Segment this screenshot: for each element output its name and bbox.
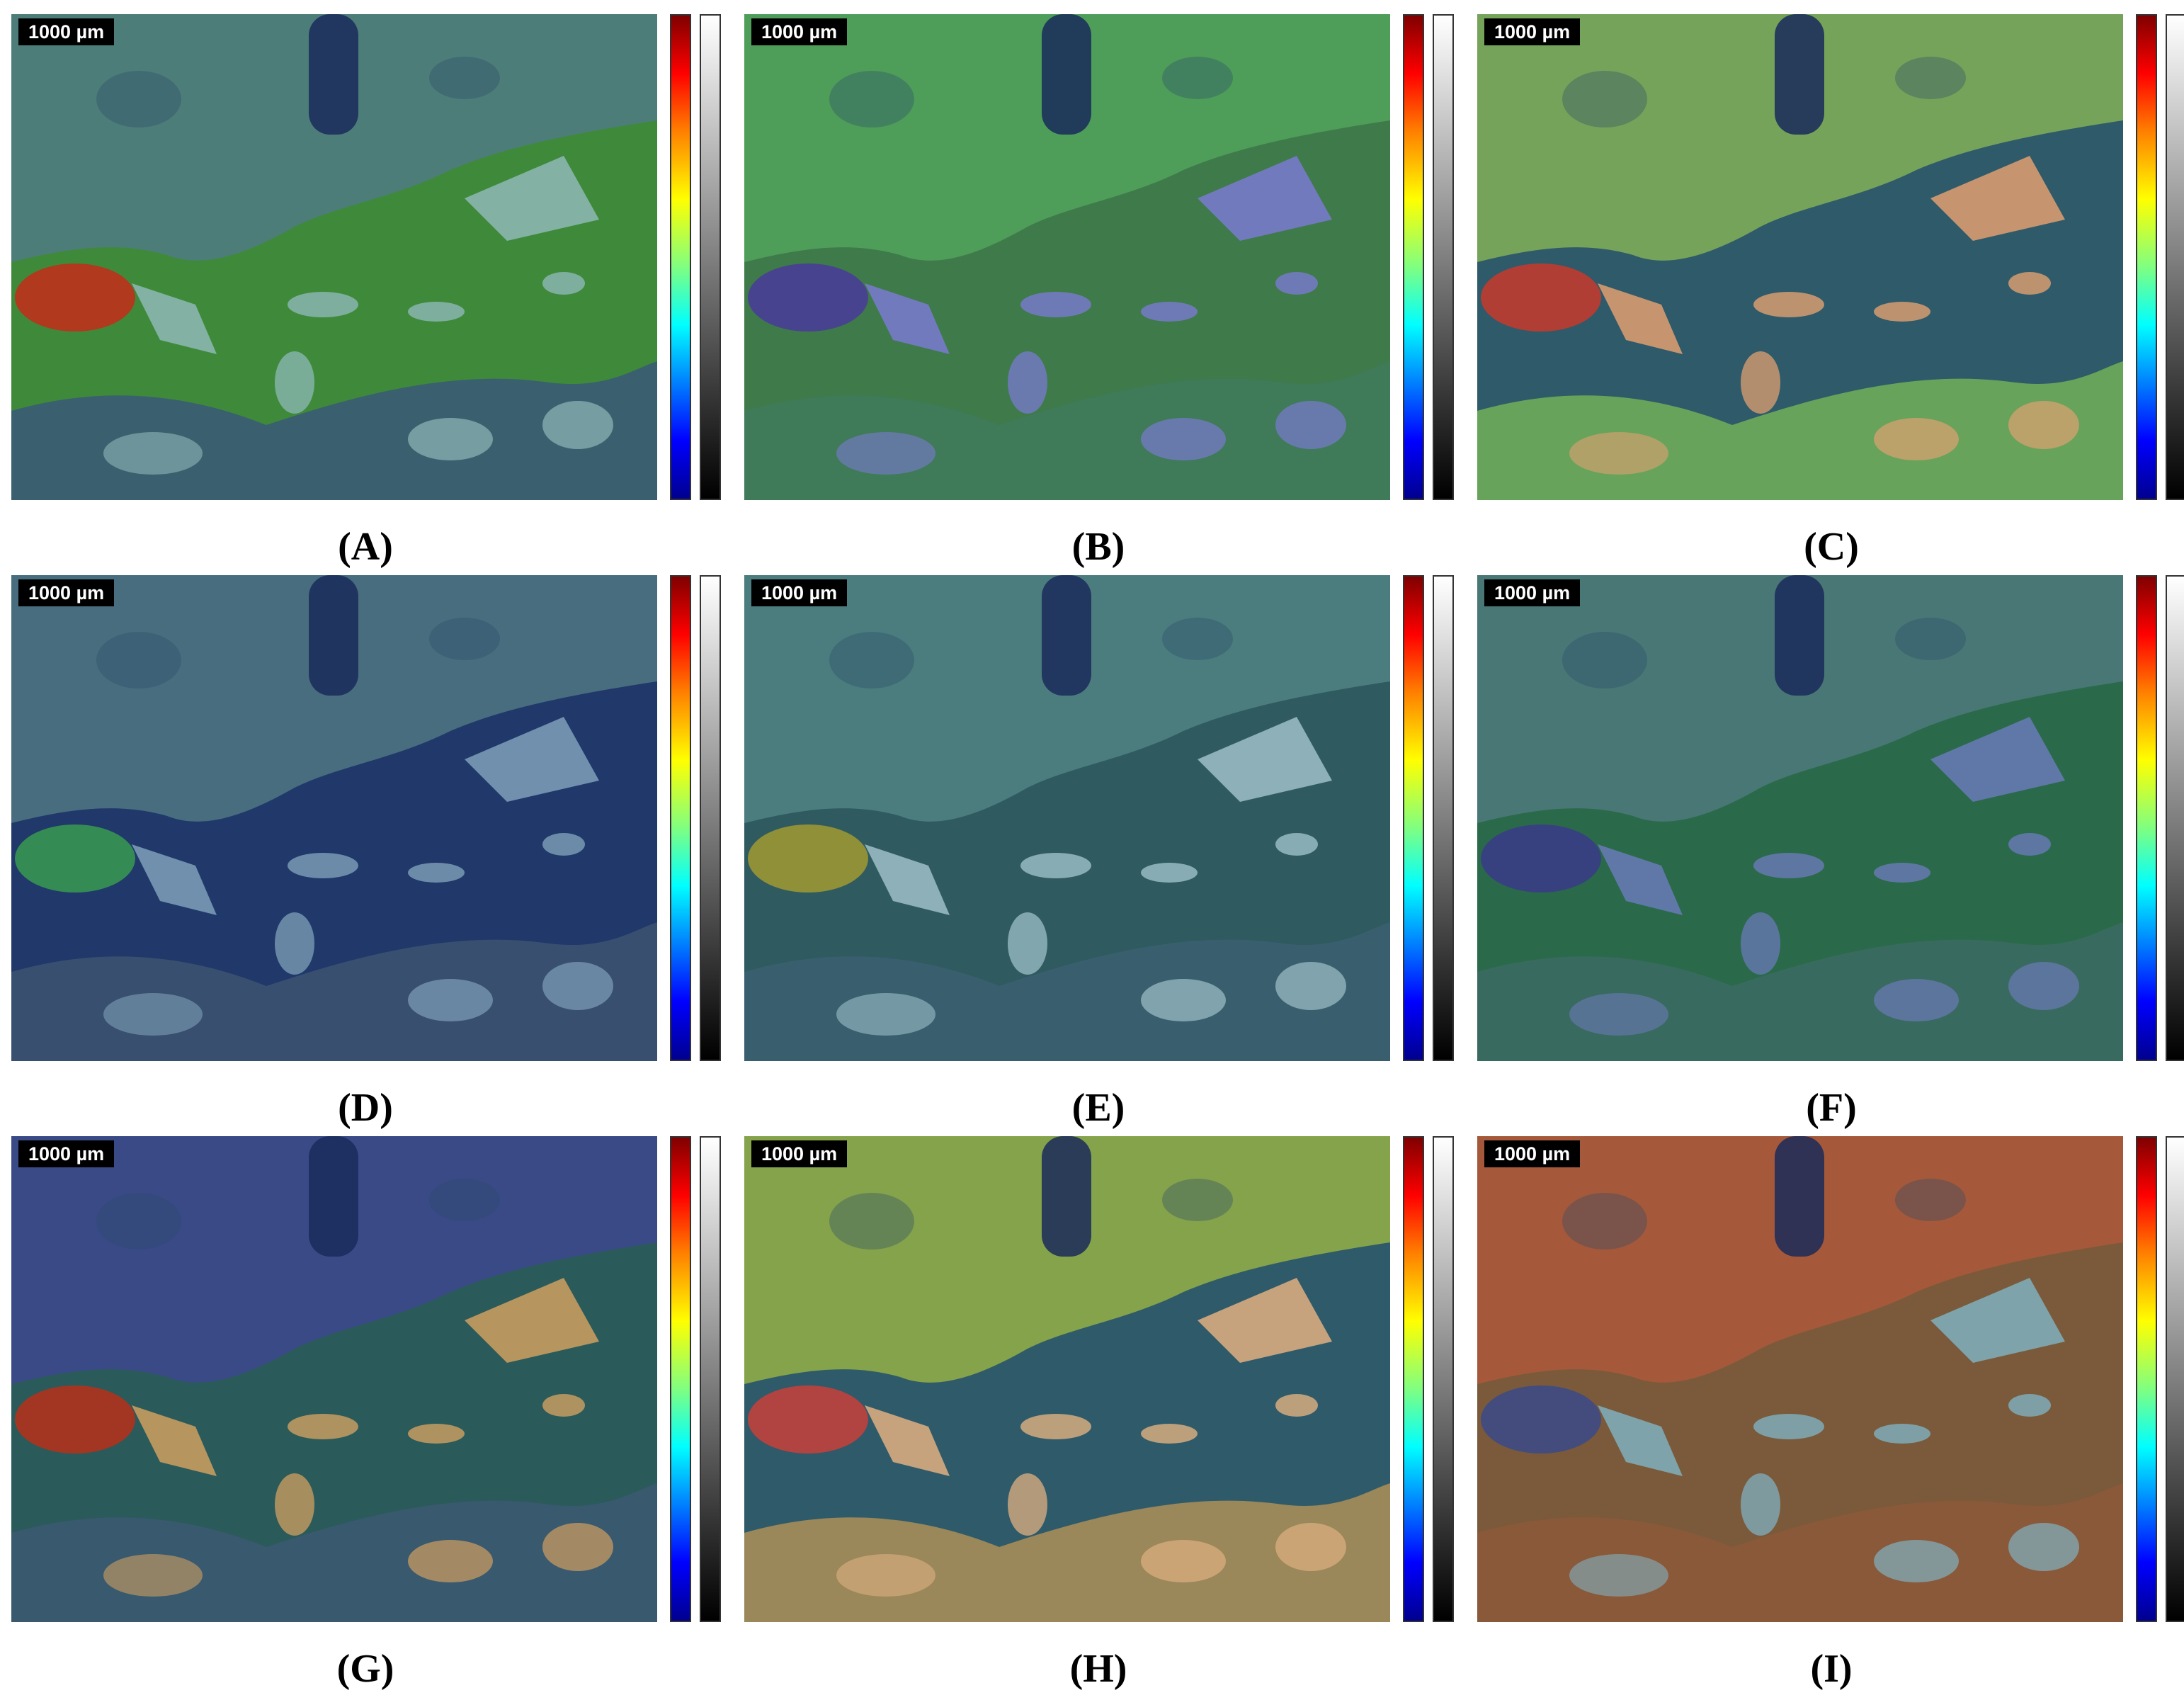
color-scale-bar (670, 1136, 691, 1622)
panel-a: 1000 µm (A) (11, 14, 721, 570)
grayscale-bar (1433, 1136, 1454, 1622)
grayscale-bar (700, 575, 721, 1061)
panel-label-text: (B) (1071, 525, 1125, 569)
color-scale-bar (2136, 14, 2157, 500)
panel-f: 1000 µm (F) (1477, 575, 2184, 1130)
scale-label: 1000 µm (751, 579, 848, 606)
panel-c: 1000 µm (C) (1477, 14, 2184, 570)
panel-d: 1000 µm (D) (11, 575, 721, 1130)
map-drawing (1477, 1136, 2123, 1622)
grayscale-bar (1433, 575, 1454, 1061)
map-drawing (1477, 575, 2123, 1061)
grayscale-bar (700, 14, 721, 500)
map-drawing (744, 575, 1390, 1061)
map-drawing (744, 14, 1390, 500)
scale-label: 1000 µm (18, 18, 115, 45)
map-drawing (744, 1136, 1390, 1622)
panel-e: 1000 µm (E) (744, 575, 1454, 1130)
scale-label: 1000 µm (751, 18, 848, 45)
color-scale-bar (670, 575, 691, 1061)
panel-b: 1000 µm (B) (744, 14, 1454, 570)
panel-label-text: (G) (336, 1647, 394, 1691)
panel-label-text: (C) (1804, 525, 1859, 569)
panel-label: (H) (744, 1646, 1452, 1692)
panel-label-text: (F) (1806, 1086, 1857, 1130)
color-scale-bar (2136, 575, 2157, 1061)
overlay-map-image: 1000 µm (11, 1136, 657, 1622)
panel-label-text: (I) (1810, 1647, 1853, 1691)
panel-label: (F) (1477, 1085, 2184, 1130)
panel-label: (I) (1477, 1646, 2184, 1692)
grayscale-bar (2166, 14, 2184, 500)
color-scale-bar (1403, 575, 1424, 1061)
panel-label-text: (D) (338, 1086, 393, 1130)
scale-label: 1000 µm (1484, 18, 1581, 45)
overlay-map-image: 1000 µm (1477, 1136, 2123, 1622)
grayscale-bar (2166, 575, 2184, 1061)
color-scale-bar (1403, 1136, 1424, 1622)
grayscale-bar (2166, 1136, 2184, 1622)
map-drawing (11, 1136, 657, 1622)
panel-label: (G) (11, 1646, 720, 1692)
panel-i: 1000 µm (I) (1477, 1136, 2184, 1692)
overlay-map-image: 1000 µm (1477, 14, 2123, 500)
scale-label: 1000 µm (18, 1140, 115, 1167)
panel-label-text: (A) (338, 525, 393, 569)
panel-label-text: (H) (1069, 1647, 1127, 1691)
map-drawing (11, 575, 657, 1061)
overlay-map-image: 1000 µm (11, 14, 657, 500)
panel-label: (B) (744, 524, 1452, 570)
panel-label: (C) (1477, 524, 2184, 570)
overlay-map-image: 1000 µm (1477, 575, 2123, 1061)
color-scale-bar (2136, 1136, 2157, 1622)
map-drawing (11, 14, 657, 500)
scale-label: 1000 µm (1484, 579, 1581, 606)
grayscale-bar (700, 1136, 721, 1622)
panel-label-text: (E) (1071, 1086, 1125, 1130)
scale-label: 1000 µm (751, 1140, 848, 1167)
color-scale-bar (670, 14, 691, 500)
scale-label: 1000 µm (1484, 1140, 1581, 1167)
panel-label: (E) (744, 1085, 1452, 1130)
panel-label: (D) (11, 1085, 720, 1130)
overlay-map-image: 1000 µm (744, 1136, 1390, 1622)
overlay-map-image: 1000 µm (744, 14, 1390, 500)
panel-h: 1000 µm (H) (744, 1136, 1454, 1692)
overlay-map-image: 1000 µm (11, 575, 657, 1061)
panel-label: (A) (11, 524, 720, 570)
color-scale-bar (1403, 14, 1424, 500)
grayscale-bar (1433, 14, 1454, 500)
panel-g: 1000 µm (G) (11, 1136, 721, 1692)
scale-label: 1000 µm (18, 579, 115, 606)
overlay-map-image: 1000 µm (744, 575, 1390, 1061)
map-drawing (1477, 14, 2123, 500)
